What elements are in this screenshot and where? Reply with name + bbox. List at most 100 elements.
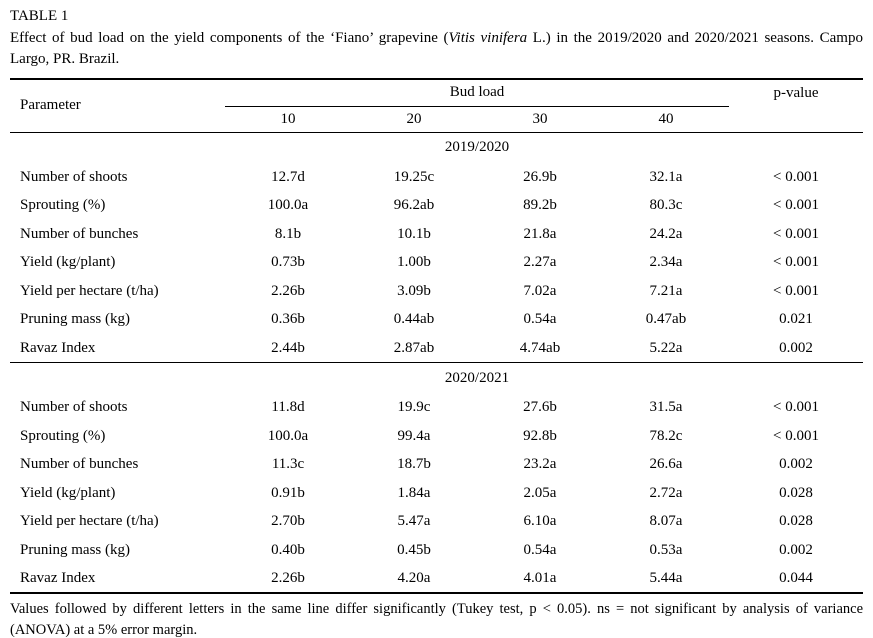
- column-header-bud-load-10: 10: [225, 106, 351, 133]
- value-cell: 2.72a: [649, 484, 683, 501]
- table-header: Parameter Bud load p-value 10 20 30 40: [10, 79, 863, 133]
- table-body: 2019/2020 Number of shoots 12.7d 19.25c 26.9…: [10, 132, 863, 593]
- spacer-cell: [10, 362, 225, 394]
- value-cell: 4.20a: [397, 569, 431, 586]
- value-cell: 19.9c: [397, 399, 431, 416]
- value-cell: 0.54a: [523, 311, 557, 328]
- parameter-cell: Yield (kg/plant): [20, 484, 116, 501]
- column-header-bud-load-40: 40: [603, 106, 729, 133]
- value-cell: 2.26b: [271, 569, 305, 586]
- value-cell: 2.44b: [271, 339, 305, 356]
- spacer-cell: [10, 132, 225, 163]
- parameter-cell: Number of shoots: [20, 168, 128, 185]
- season-label: 2019/2020: [444, 139, 510, 156]
- yield-components-table: Parameter Bud load p-value 10 20 30 40 2…: [10, 78, 863, 594]
- p-value-cell: 0.002: [779, 541, 813, 558]
- table-footnote: Values followed by different letters in …: [10, 601, 863, 638]
- table-row: Ravaz Index 2.44b 2.87ab 4.74ab 5.22a 0.002: [10, 334, 863, 363]
- column-header-bud-load-30: 30: [477, 106, 603, 133]
- parameter-cell: Sprouting (%): [20, 197, 106, 214]
- p-value-cell: < 0.001: [773, 225, 819, 242]
- parameter-cell: Yield per hectare (t/ha): [20, 282, 159, 299]
- value-cell: 0.53a: [649, 541, 683, 558]
- p-value-cell: < 0.001: [773, 254, 819, 271]
- p-value-cell: 0.028: [779, 513, 813, 530]
- value-cell: 12.7d: [271, 168, 305, 185]
- parameter-cell: Pruning mass (kg): [20, 311, 130, 328]
- header-row-levels: 10 20 30 40: [10, 106, 863, 133]
- value-cell: 100.0a: [267, 197, 309, 214]
- value-cell: 24.2a: [649, 225, 683, 242]
- value-cell: 0.40b: [271, 541, 305, 558]
- value-cell: 2.87ab: [393, 339, 435, 356]
- value-cell: 10.1b: [397, 225, 431, 242]
- p-value-cell: 0.002: [779, 339, 813, 356]
- column-header-p-value: p-value: [729, 79, 863, 133]
- p-value-cell: 0.044: [779, 569, 813, 586]
- parameter-cell: Number of bunches: [20, 456, 139, 473]
- value-cell: 2.34a: [649, 254, 683, 271]
- p-value-cell: < 0.001: [773, 197, 819, 214]
- table-row: Pruning mass (kg) 0.40b 0.45b 0.54a 0.53a 0.0…: [10, 536, 863, 565]
- value-cell: 19.25c: [393, 168, 435, 185]
- value-cell: 2.05a: [523, 484, 557, 501]
- p-value-cell: 0.021: [779, 311, 813, 328]
- table-caption: Effect of bud load on the yield componen…: [10, 28, 863, 70]
- p-value-cell: 0.002: [779, 456, 813, 473]
- value-cell: 2.70b: [271, 513, 305, 530]
- value-cell: 78.2c: [649, 427, 683, 444]
- value-cell: 18.7b: [397, 456, 431, 473]
- p-value-cell: 0.028: [779, 484, 813, 501]
- parameter-cell: Ravaz Index: [20, 339, 96, 356]
- parameter-cell: Number of shoots: [20, 399, 128, 416]
- value-cell: 5.44a: [649, 569, 683, 586]
- table-row: Yield per hectare (t/ha) 2.26b 3.09b 7.02a 7…: [10, 277, 863, 306]
- p-value-cell: < 0.001: [773, 427, 819, 444]
- species-name: Vitis vinifera: [448, 30, 528, 46]
- value-cell: 4.01a: [523, 569, 557, 586]
- value-cell: 80.3c: [649, 197, 683, 214]
- value-cell: 7.21a: [649, 282, 683, 299]
- table-row: Number of bunches 11.3c 18.7b 23.2a 26.6a 0.0…: [10, 451, 863, 480]
- value-cell: 1.84a: [397, 484, 431, 501]
- table-row: Ravaz Index 2.26b 4.20a 4.01a 5.44a 0.044: [10, 565, 863, 594]
- value-cell: 100.0a: [267, 427, 309, 444]
- value-cell: 2.27a: [523, 254, 557, 271]
- value-cell: 0.36b: [271, 311, 305, 328]
- value-cell: 4.74ab: [519, 339, 561, 356]
- value-cell: 2.26b: [271, 282, 305, 299]
- column-header-bud-load-20: 20: [351, 106, 477, 133]
- value-cell: 89.2b: [523, 197, 557, 214]
- value-cell: 23.2a: [523, 456, 557, 473]
- value-cell: 0.54a: [523, 541, 557, 558]
- p-value-cell: < 0.001: [773, 282, 819, 299]
- value-cell: 5.22a: [649, 339, 683, 356]
- parameter-cell: Sprouting (%): [20, 427, 106, 444]
- value-cell: 99.4a: [397, 427, 431, 444]
- parameter-cell: Yield (kg/plant): [20, 254, 116, 271]
- season-header-row: 2020/2021: [10, 362, 863, 394]
- parameter-cell: Number of bunches: [20, 225, 139, 242]
- table-row: Number of shoots 12.7d 19.25c 26.9b 32.1a < 0…: [10, 163, 863, 192]
- table-row: Yield (kg/plant) 0.73b 1.00b 2.27a 2.34a < 0.…: [10, 249, 863, 278]
- table-label: TABLE 1: [10, 8, 69, 24]
- value-cell: 0.47ab: [645, 311, 687, 328]
- season-header-row: 2019/2020: [10, 132, 863, 163]
- value-cell: 32.1a: [649, 168, 683, 185]
- spacer-cell: [729, 132, 863, 163]
- parameter-cell: Ravaz Index: [20, 569, 96, 586]
- p-value-cell: < 0.001: [773, 168, 819, 185]
- value-cell: 0.91b: [271, 484, 305, 501]
- table-row: Yield (kg/plant) 0.91b 1.84a 2.05a 2.72a 0.02…: [10, 479, 863, 508]
- value-cell: 31.5a: [649, 399, 683, 416]
- spacer-cell: [729, 362, 863, 394]
- value-cell: 96.2ab: [393, 197, 435, 214]
- table-row: Number of bunches 8.1b 10.1b 21.8a 24.2a < 0.…: [10, 220, 863, 249]
- value-cell: 26.6a: [649, 456, 683, 473]
- value-cell: 21.8a: [523, 225, 557, 242]
- table-row: Pruning mass (kg) 0.36b 0.44ab 0.54a 0.47ab 0…: [10, 306, 863, 335]
- table-row: Sprouting (%) 100.0a 96.2ab 89.2b 80.3c < 0.0…: [10, 192, 863, 221]
- caption-text-start: Effect of bud load on the yield componen…: [10, 30, 449, 46]
- value-cell: 3.09b: [397, 282, 431, 299]
